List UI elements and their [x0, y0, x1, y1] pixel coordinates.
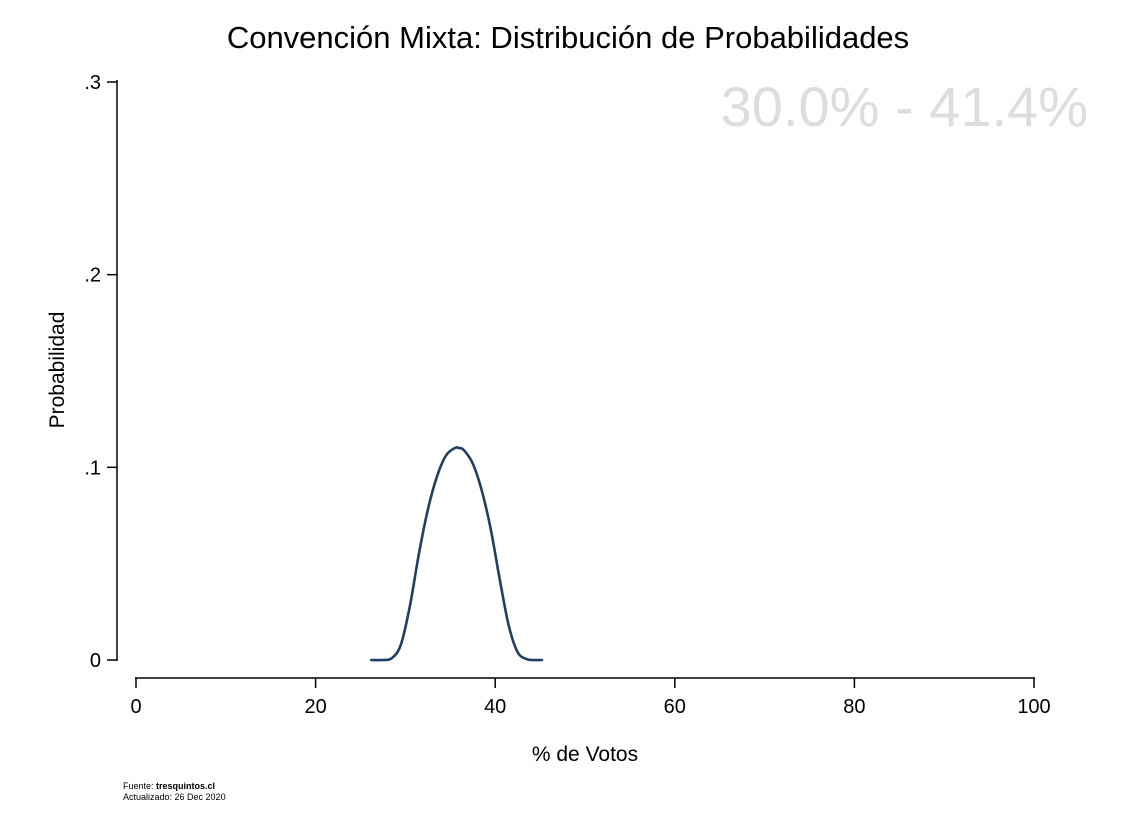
chart-title: Convención Mixta: Distribución de Probab… [226, 20, 910, 55]
x-tick-label: 80 [843, 696, 865, 718]
x-axis-label: % de Votos [531, 743, 639, 766]
updated-note: Actualizado: 26 Dec 2020 [123, 792, 226, 802]
x-tick-label: 60 [664, 696, 686, 718]
source-prefix: Fuente: [123, 781, 157, 791]
y-tick-label: .1 [84, 457, 101, 479]
plot-area [369, 446, 544, 662]
y-axis: 0 .1 .2 .3 [84, 72, 118, 672]
range-label: 30.0% - 41.4% [720, 75, 1088, 138]
chart-footer: Fuente: tresquintos.cl Actualizado: 26 D… [123, 781, 226, 803]
y-tick-label: 0 [90, 650, 101, 672]
density-curve [369, 446, 544, 662]
y-axis-label: Probabilidad [46, 311, 69, 429]
x-tick-label: 100 [1017, 696, 1050, 718]
x-axis: 0 20 40 60 80 100 [130, 677, 1051, 718]
x-tick-label: 40 [484, 696, 506, 718]
source-note: Fuente: tresquintos.cl [123, 781, 226, 792]
source-site: tresquintos.cl [156, 781, 216, 791]
y-tick-label: .2 [84, 265, 101, 287]
y-tick-label: .3 [84, 72, 101, 94]
x-tick-label: 20 [304, 696, 326, 718]
x-tick-label: 0 [130, 696, 141, 718]
